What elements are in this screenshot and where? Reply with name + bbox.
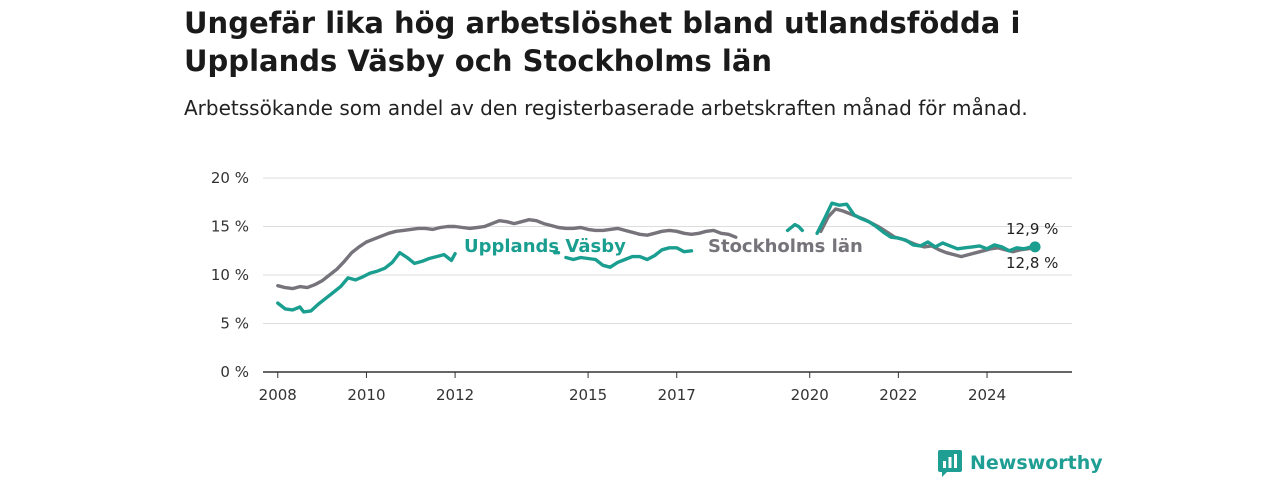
y-tick-label: 10 % [211,266,249,284]
x-tick-label: 2012 [436,386,474,404]
y-tick-label: 15 % [211,218,249,236]
x-tick-label: 2008 [259,386,297,404]
y-tick-label: 5 % [220,315,249,333]
newsworthy-brand: Newsworthy [937,448,1103,478]
y-tick-label: 20 % [211,169,249,187]
gridlines [263,177,1072,324]
chart-subtitle: Arbetssökande som andel av den registerb… [184,96,1028,120]
series-line-upplands-v-sby [564,246,694,269]
x-tick-label: 2020 [791,386,829,404]
series-line-stockholms-l-n [276,218,738,291]
brand-name: Newsworthy [970,452,1103,474]
x-tick-label: 2010 [347,386,385,404]
series-label-upplands-vasby: Upplands Väsby [464,236,626,257]
x-tick-label: 2017 [658,386,696,404]
end-point-upplands-vasby [1029,241,1041,253]
series-lines [276,201,1041,314]
x-tick-label: 2022 [879,386,917,404]
end-label-stockholms-lan: 12,8 % [1006,254,1058,272]
end-label-upplands-vasby: 12,9 % [1006,220,1058,238]
series-line-upplands-v-sby [785,222,804,233]
series-line-upplands-v-sby [276,251,457,314]
series-label-stockholms-lan: Stockholms län [708,236,863,257]
axes: 0 % 5 % 10 % 15 % 20 % 2008 2010 2012 2015 2017 20… [211,169,1072,404]
series-line-upplands-v-sby [815,201,1037,253]
y-tick-label: 0 % [220,363,249,381]
newsworthy-logo-icon [938,450,962,477]
x-tick-label: 2015 [569,386,607,404]
x-tick-label: 2024 [968,386,1006,404]
chart-title: Ungefär lika hög arbetslöshet bland utla… [184,6,1021,78]
series-labels: Upplands Väsby Stockholms län 12,9 % 12,… [464,220,1058,272]
